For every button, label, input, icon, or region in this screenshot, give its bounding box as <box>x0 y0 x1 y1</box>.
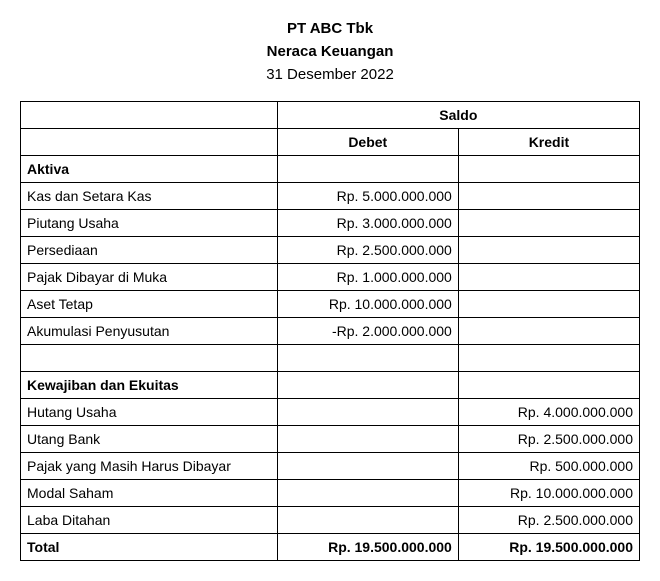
table-row: Utang Bank Rp. 2.500.000.000 <box>21 426 640 453</box>
header-saldo: Saldo <box>277 102 639 129</box>
kredit-cell <box>458 210 639 237</box>
account-cell: Akumulasi Penyusutan <box>21 318 278 345</box>
account-cell: Utang Bank <box>21 426 278 453</box>
section-aktiva: Aktiva <box>21 156 640 183</box>
table-row: Pajak Dibayar di Muka Rp. 1.000.000.000 <box>21 264 640 291</box>
account-cell: Aset Tetap <box>21 291 278 318</box>
header-row-saldo: Saldo <box>21 102 640 129</box>
table-row: Aset Tetap Rp. 10.000.000.000 <box>21 291 640 318</box>
balance-sheet-table: Saldo Debet Kredit Aktiva Kas dan Setara… <box>20 101 640 561</box>
debet-cell: Rp. 2.500.000.000 <box>277 237 458 264</box>
debet-cell <box>277 507 458 534</box>
debet-cell: Rp. 5.000.000.000 <box>277 183 458 210</box>
cell-empty <box>277 345 458 372</box>
kredit-cell: Rp. 2.500.000.000 <box>458 507 639 534</box>
kredit-cell <box>458 264 639 291</box>
cell-empty <box>458 156 639 183</box>
kredit-cell: Rp. 10.000.000.000 <box>458 480 639 507</box>
debet-cell: Rp. 1.000.000.000 <box>277 264 458 291</box>
debet-cell <box>277 453 458 480</box>
account-cell: Pajak yang Masih Harus Dibayar <box>21 453 278 480</box>
report-title: Neraca Keuangan <box>20 43 640 60</box>
section-kewajiban-label: Kewajiban dan Ekuitas <box>21 372 278 399</box>
table-row: Kas dan Setara Kas Rp. 5.000.000.000 <box>21 183 640 210</box>
kredit-cell <box>458 237 639 264</box>
total-row: Total Rp. 19.500.000.000 Rp. 19.500.000.… <box>21 534 640 561</box>
cell-empty <box>277 372 458 399</box>
header-empty <box>21 102 278 129</box>
account-cell: Modal Saham <box>21 480 278 507</box>
debet-cell: Rp. 3.000.000.000 <box>277 210 458 237</box>
total-debet: Rp. 19.500.000.000 <box>277 534 458 561</box>
kredit-cell <box>458 183 639 210</box>
account-cell: Pajak Dibayar di Muka <box>21 264 278 291</box>
account-cell: Hutang Usaha <box>21 399 278 426</box>
debet-cell <box>277 399 458 426</box>
kredit-cell <box>458 318 639 345</box>
debet-cell: Rp. 10.000.000.000 <box>277 291 458 318</box>
report-header: PT ABC Tbk Neraca Keuangan 31 Desember 2… <box>20 20 640 83</box>
header-account-empty <box>21 129 278 156</box>
total-kredit: Rp. 19.500.000.000 <box>458 534 639 561</box>
total-label: Total <box>21 534 278 561</box>
blank-row <box>21 345 640 372</box>
table-row: Hutang Usaha Rp. 4.000.000.000 <box>21 399 640 426</box>
table-row: Pajak yang Masih Harus Dibayar Rp. 500.0… <box>21 453 640 480</box>
header-kredit: Kredit <box>458 129 639 156</box>
debet-cell: -Rp. 2.000.000.000 <box>277 318 458 345</box>
account-cell: Persediaan <box>21 237 278 264</box>
report-date: 31 Desember 2022 <box>20 66 640 83</box>
cell-empty <box>458 345 639 372</box>
company-name: PT ABC Tbk <box>20 20 640 37</box>
kredit-cell: Rp. 500.000.000 <box>458 453 639 480</box>
account-cell: Piutang Usaha <box>21 210 278 237</box>
table-row: Piutang Usaha Rp. 3.000.000.000 <box>21 210 640 237</box>
header-row-columns: Debet Kredit <box>21 129 640 156</box>
table-row: Persediaan Rp. 2.500.000.000 <box>21 237 640 264</box>
section-kewajiban: Kewajiban dan Ekuitas <box>21 372 640 399</box>
table-row: Modal Saham Rp. 10.000.000.000 <box>21 480 640 507</box>
debet-cell <box>277 480 458 507</box>
section-aktiva-label: Aktiva <box>21 156 278 183</box>
account-cell: Kas dan Setara Kas <box>21 183 278 210</box>
cell-empty <box>277 156 458 183</box>
table-row: Laba Ditahan Rp. 2.500.000.000 <box>21 507 640 534</box>
debet-cell <box>277 426 458 453</box>
account-cell: Laba Ditahan <box>21 507 278 534</box>
table-row: Akumulasi Penyusutan -Rp. 2.000.000.000 <box>21 318 640 345</box>
header-debet: Debet <box>277 129 458 156</box>
cell-empty <box>458 372 639 399</box>
cell-empty <box>21 345 278 372</box>
kredit-cell: Rp. 4.000.000.000 <box>458 399 639 426</box>
kredit-cell: Rp. 2.500.000.000 <box>458 426 639 453</box>
kredit-cell <box>458 291 639 318</box>
